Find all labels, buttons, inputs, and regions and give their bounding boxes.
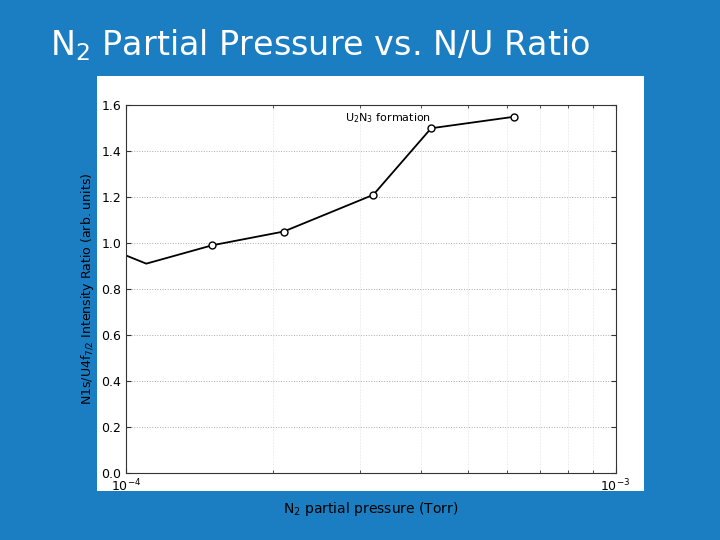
- X-axis label: N$_2$ partial pressure (Torr): N$_2$ partial pressure (Torr): [283, 500, 459, 517]
- Text: U$_2$N$_3$ formation: U$_2$N$_3$ formation: [345, 111, 431, 125]
- Point: [368, 191, 379, 199]
- Point: [508, 112, 520, 121]
- Point: [109, 247, 121, 255]
- Point: [278, 227, 289, 236]
- Point: [426, 124, 437, 132]
- Point: [207, 241, 218, 249]
- Text: N$_2$ Partial Pressure vs. N/U Ratio: N$_2$ Partial Pressure vs. N/U Ratio: [50, 27, 590, 63]
- Point: [73, 296, 84, 305]
- Y-axis label: N1s/U4f$_{7/2}$ Intensity Ratio (arb. units): N1s/U4f$_{7/2}$ Intensity Ratio (arb. un…: [79, 173, 96, 405]
